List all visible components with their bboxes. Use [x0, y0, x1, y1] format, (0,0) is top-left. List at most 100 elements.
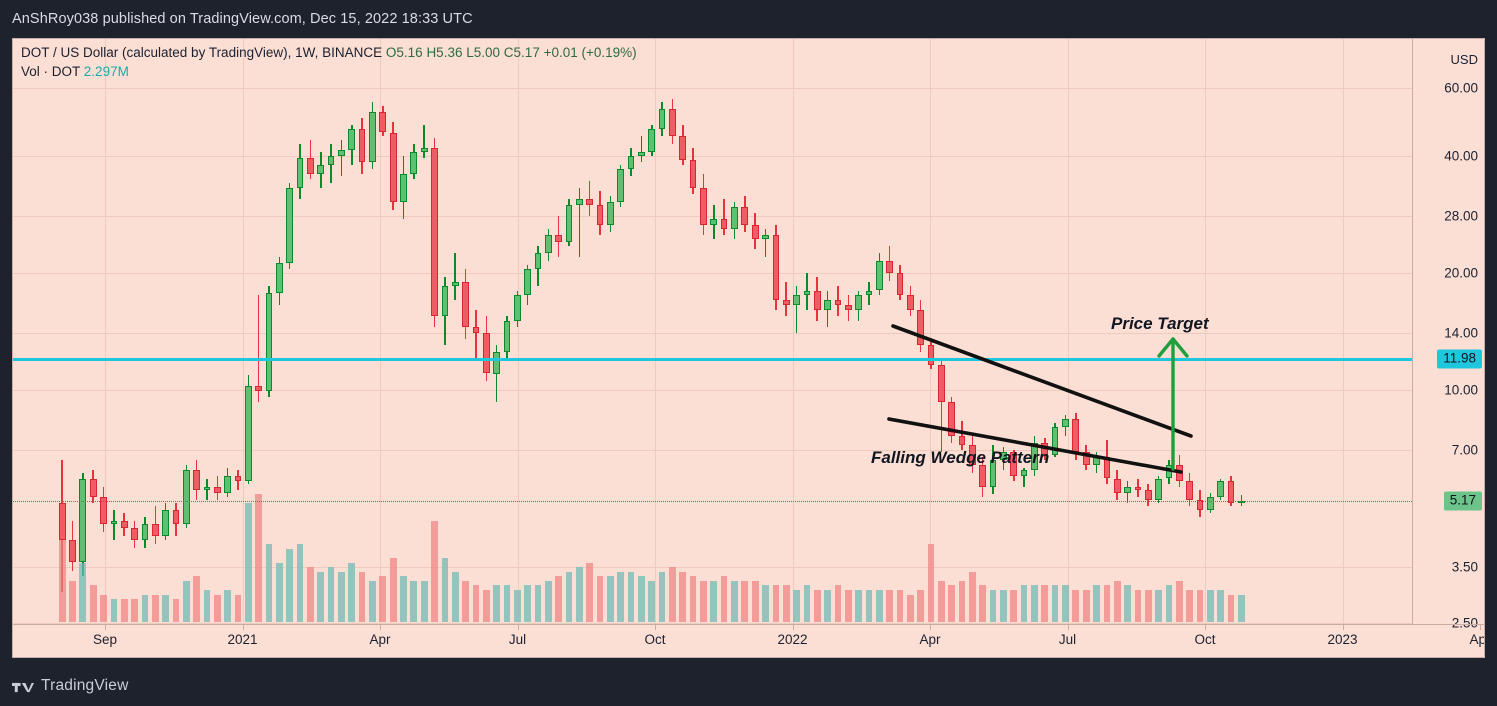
volume-bar[interactable] — [607, 576, 614, 622]
volume-bar[interactable] — [751, 580, 759, 622]
volume-bar[interactable] — [1103, 585, 1111, 622]
volume-bar[interactable] — [1020, 585, 1028, 622]
volume-bar[interactable] — [524, 585, 531, 622]
volume-bar[interactable] — [296, 544, 304, 622]
volume-bar[interactable] — [813, 590, 821, 622]
volume-bar[interactable] — [575, 567, 583, 622]
volume-bar[interactable] — [782, 585, 790, 622]
volume-bar[interactable] — [493, 585, 500, 622]
volume-bar[interactable] — [513, 590, 521, 622]
legend-volume-label[interactable]: Vol · DOT — [21, 64, 81, 79]
volume-bar[interactable] — [669, 567, 676, 622]
volume-bar[interactable] — [1082, 590, 1090, 622]
volume-bar[interactable] — [1093, 585, 1100, 622]
volume-bar[interactable] — [89, 585, 97, 622]
volume-bar[interactable] — [120, 599, 128, 622]
volume-bar[interactable] — [969, 571, 976, 622]
volume-bar[interactable] — [482, 590, 490, 622]
volume-bar[interactable] — [824, 590, 831, 622]
volume-bar[interactable] — [689, 576, 697, 622]
volume-bar[interactable] — [1175, 580, 1183, 622]
price-target-tag[interactable]: 11.98 — [1437, 349, 1482, 369]
price-axis[interactable]: USD 60.00 40.00 28.00 20.00 14.00 10.00 7.00 3.… — [1412, 39, 1484, 631]
volume-bar[interactable] — [565, 571, 573, 622]
volume-bar[interactable] — [979, 585, 987, 622]
volume-bar[interactable] — [534, 585, 542, 622]
volume-bar[interactable] — [79, 562, 87, 622]
volume-bar[interactable] — [1031, 585, 1038, 622]
volume-bar[interactable] — [244, 503, 252, 622]
volume-bar[interactable] — [265, 544, 273, 622]
volume-bar[interactable] — [69, 580, 76, 622]
volume-bar[interactable] — [989, 590, 997, 622]
volume-bar[interactable] — [100, 594, 107, 622]
volume-bar[interactable] — [1196, 590, 1204, 622]
price-target-annotation[interactable]: Price Target — [1111, 314, 1209, 333]
volume-bar[interactable] — [358, 571, 366, 622]
volume-bar[interactable] — [1113, 580, 1121, 622]
volume-bar[interactable] — [400, 576, 407, 622]
volume-bar[interactable] — [276, 562, 283, 622]
volume-bar[interactable] — [1237, 594, 1245, 622]
volume-bar[interactable] — [141, 594, 149, 622]
volume-bar[interactable] — [1010, 590, 1018, 622]
volume-bar[interactable] — [162, 594, 169, 622]
volume-bar[interactable] — [58, 539, 66, 622]
volume-bar[interactable] — [906, 594, 914, 622]
falling-wedge-annotation[interactable]: Falling Wedge Pattern — [871, 448, 1050, 467]
volume-bar[interactable] — [317, 571, 325, 622]
volume-bar[interactable] — [762, 585, 769, 622]
price-target-line[interactable] — [13, 357, 1412, 361]
chart-frame[interactable]: Price Target Falling Wedge Pattern DOT /… — [12, 38, 1485, 658]
volume-bar[interactable] — [213, 594, 221, 622]
volume-bar[interactable] — [410, 580, 418, 622]
volume-bar[interactable] — [441, 558, 449, 622]
volume-bar[interactable] — [958, 580, 966, 622]
volume-bar[interactable] — [896, 590, 904, 622]
volume-bar[interactable] — [1186, 590, 1193, 622]
volume-bar[interactable] — [886, 590, 893, 622]
volume-bar[interactable] — [720, 576, 728, 622]
volume-bar[interactable] — [948, 585, 956, 622]
volume-bar[interactable] — [369, 580, 376, 622]
volume-bar[interactable] — [431, 521, 438, 622]
volume-bar[interactable] — [503, 585, 511, 622]
volume-bar[interactable] — [1134, 590, 1142, 622]
volume-bar[interactable] — [741, 580, 749, 622]
volume-bar[interactable] — [855, 590, 862, 622]
volume-bar[interactable] — [917, 590, 925, 622]
volume-bar[interactable] — [793, 590, 800, 622]
last-price-tag[interactable]: 5.17 — [1443, 491, 1482, 511]
volume-bar[interactable] — [803, 585, 811, 622]
volume-bar[interactable] — [658, 571, 666, 622]
price-target-arrow-head-right[interactable] — [1171, 337, 1189, 358]
volume-bar[interactable] — [648, 580, 656, 622]
volume-bar[interactable] — [327, 567, 335, 622]
volume-bar[interactable] — [379, 576, 387, 622]
price-pane[interactable]: Price Target Falling Wedge Pattern DOT /… — [13, 39, 1412, 625]
volume-bar[interactable] — [462, 580, 469, 622]
volume-bar[interactable] — [224, 590, 232, 622]
volume-bar[interactable] — [131, 599, 138, 622]
volume-bar[interactable] — [172, 599, 180, 622]
volume-bar[interactable] — [1206, 590, 1214, 622]
volume-bar[interactable] — [586, 562, 594, 622]
legend-symbol[interactable]: DOT / US Dollar (calculated by TradingVi… — [21, 45, 383, 60]
volume-bar[interactable] — [555, 576, 562, 622]
volume-bar[interactable] — [1144, 590, 1152, 622]
price-target-arrow-head-left[interactable] — [1157, 337, 1175, 358]
volume-bar[interactable] — [389, 558, 397, 622]
volume-bar[interactable] — [700, 580, 707, 622]
volume-bar[interactable] — [544, 580, 552, 622]
volume-bar[interactable] — [772, 585, 780, 622]
volume-bar[interactable] — [451, 571, 459, 622]
volume-bar[interactable] — [420, 580, 428, 622]
volume-bar[interactable] — [1124, 585, 1131, 622]
volume-bar[interactable] — [731, 580, 738, 622]
volume-bar[interactable] — [193, 576, 200, 622]
volume-bar[interactable] — [255, 494, 263, 622]
volume-bar[interactable] — [627, 571, 635, 622]
volume-bar[interactable] — [1000, 590, 1007, 622]
volume-bar[interactable] — [203, 590, 211, 622]
volume-bar[interactable] — [151, 594, 159, 622]
